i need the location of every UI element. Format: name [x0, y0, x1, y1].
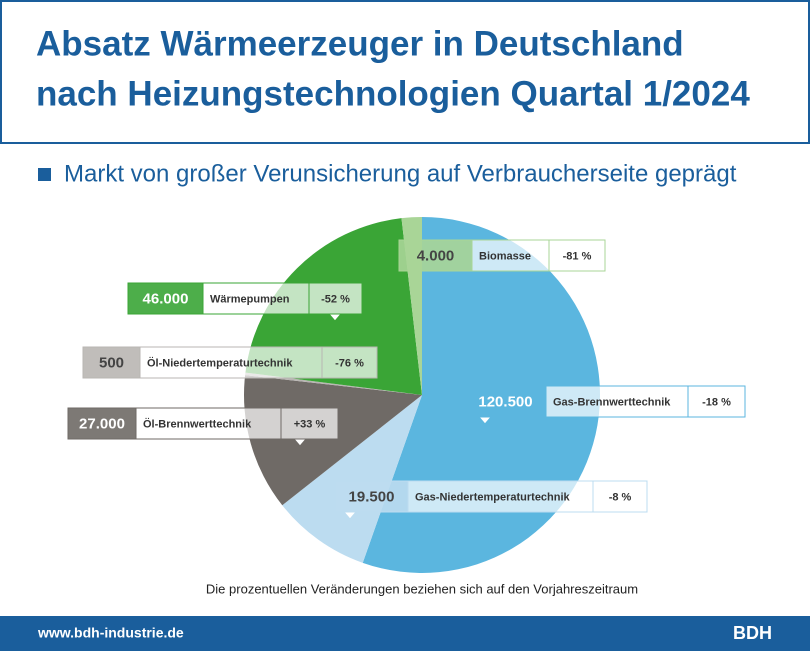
label-category: Öl-Niedertemperaturtechnik	[147, 356, 293, 369]
label-value-box	[334, 480, 409, 513]
label-pointer	[327, 313, 343, 322]
label-value: 27.000	[79, 415, 125, 432]
label-value: 120.500	[478, 393, 532, 410]
label-change-box	[308, 282, 363, 315]
label-value: 4.000	[417, 247, 455, 264]
footer-bar	[0, 616, 810, 651]
label-change: -8 %	[609, 491, 632, 503]
label-pointer	[292, 438, 308, 447]
header-frame	[0, 0, 810, 144]
label-change-box	[592, 480, 648, 513]
label-name-box	[139, 346, 323, 379]
subtitle: Markt von großer Verunsicherung auf Verb…	[64, 160, 737, 187]
label-change: -18 %	[702, 396, 731, 408]
label-change-box	[548, 239, 606, 272]
label-pointer	[477, 416, 493, 425]
label-value-box	[127, 282, 204, 315]
label-name-box	[135, 407, 282, 440]
label-category: Gas-Niedertemperaturtechnik	[415, 491, 571, 503]
label-pointer	[342, 511, 358, 520]
pie-slice	[282, 395, 422, 563]
label-change-box	[321, 346, 378, 379]
label-value: 500	[99, 354, 124, 371]
label-change-box	[687, 385, 746, 418]
label-name-box	[545, 385, 689, 418]
footer-url[interactable]: www.bdh-industrie.de	[37, 625, 184, 641]
bullet	[38, 168, 51, 181]
label-change-box	[280, 407, 339, 440]
label-value: 46.000	[143, 290, 189, 307]
label-value-box	[398, 239, 473, 272]
title-line: Absatz Wärmeerzeuger in Deutschland	[36, 24, 684, 63]
note: Die prozentuellen Veränderungen beziehen…	[206, 581, 638, 596]
label-name-box	[407, 480, 594, 513]
label-change: +33 %	[294, 418, 326, 430]
label-change: -76 %	[335, 357, 364, 369]
label-change: -81 %	[563, 250, 592, 262]
footer-brand: BDH	[733, 623, 772, 643]
label-category: Wärmepumpen	[210, 293, 290, 305]
label-category: Biomasse	[479, 250, 531, 262]
labels: 120.500 Gas-Brennwerttechnik -18 % 19.500 Ga…	[67, 239, 746, 520]
label-category: Gas-Brennwerttechnik	[553, 396, 671, 408]
label-category: Öl-Brennwerttechnik	[143, 417, 252, 430]
label-value-box	[67, 407, 137, 440]
label-value: 19.500	[349, 488, 395, 505]
label-change: -52 %	[321, 293, 350, 305]
title-line: nach Heizungstechnologien Quartal 1/2024	[36, 74, 750, 113]
